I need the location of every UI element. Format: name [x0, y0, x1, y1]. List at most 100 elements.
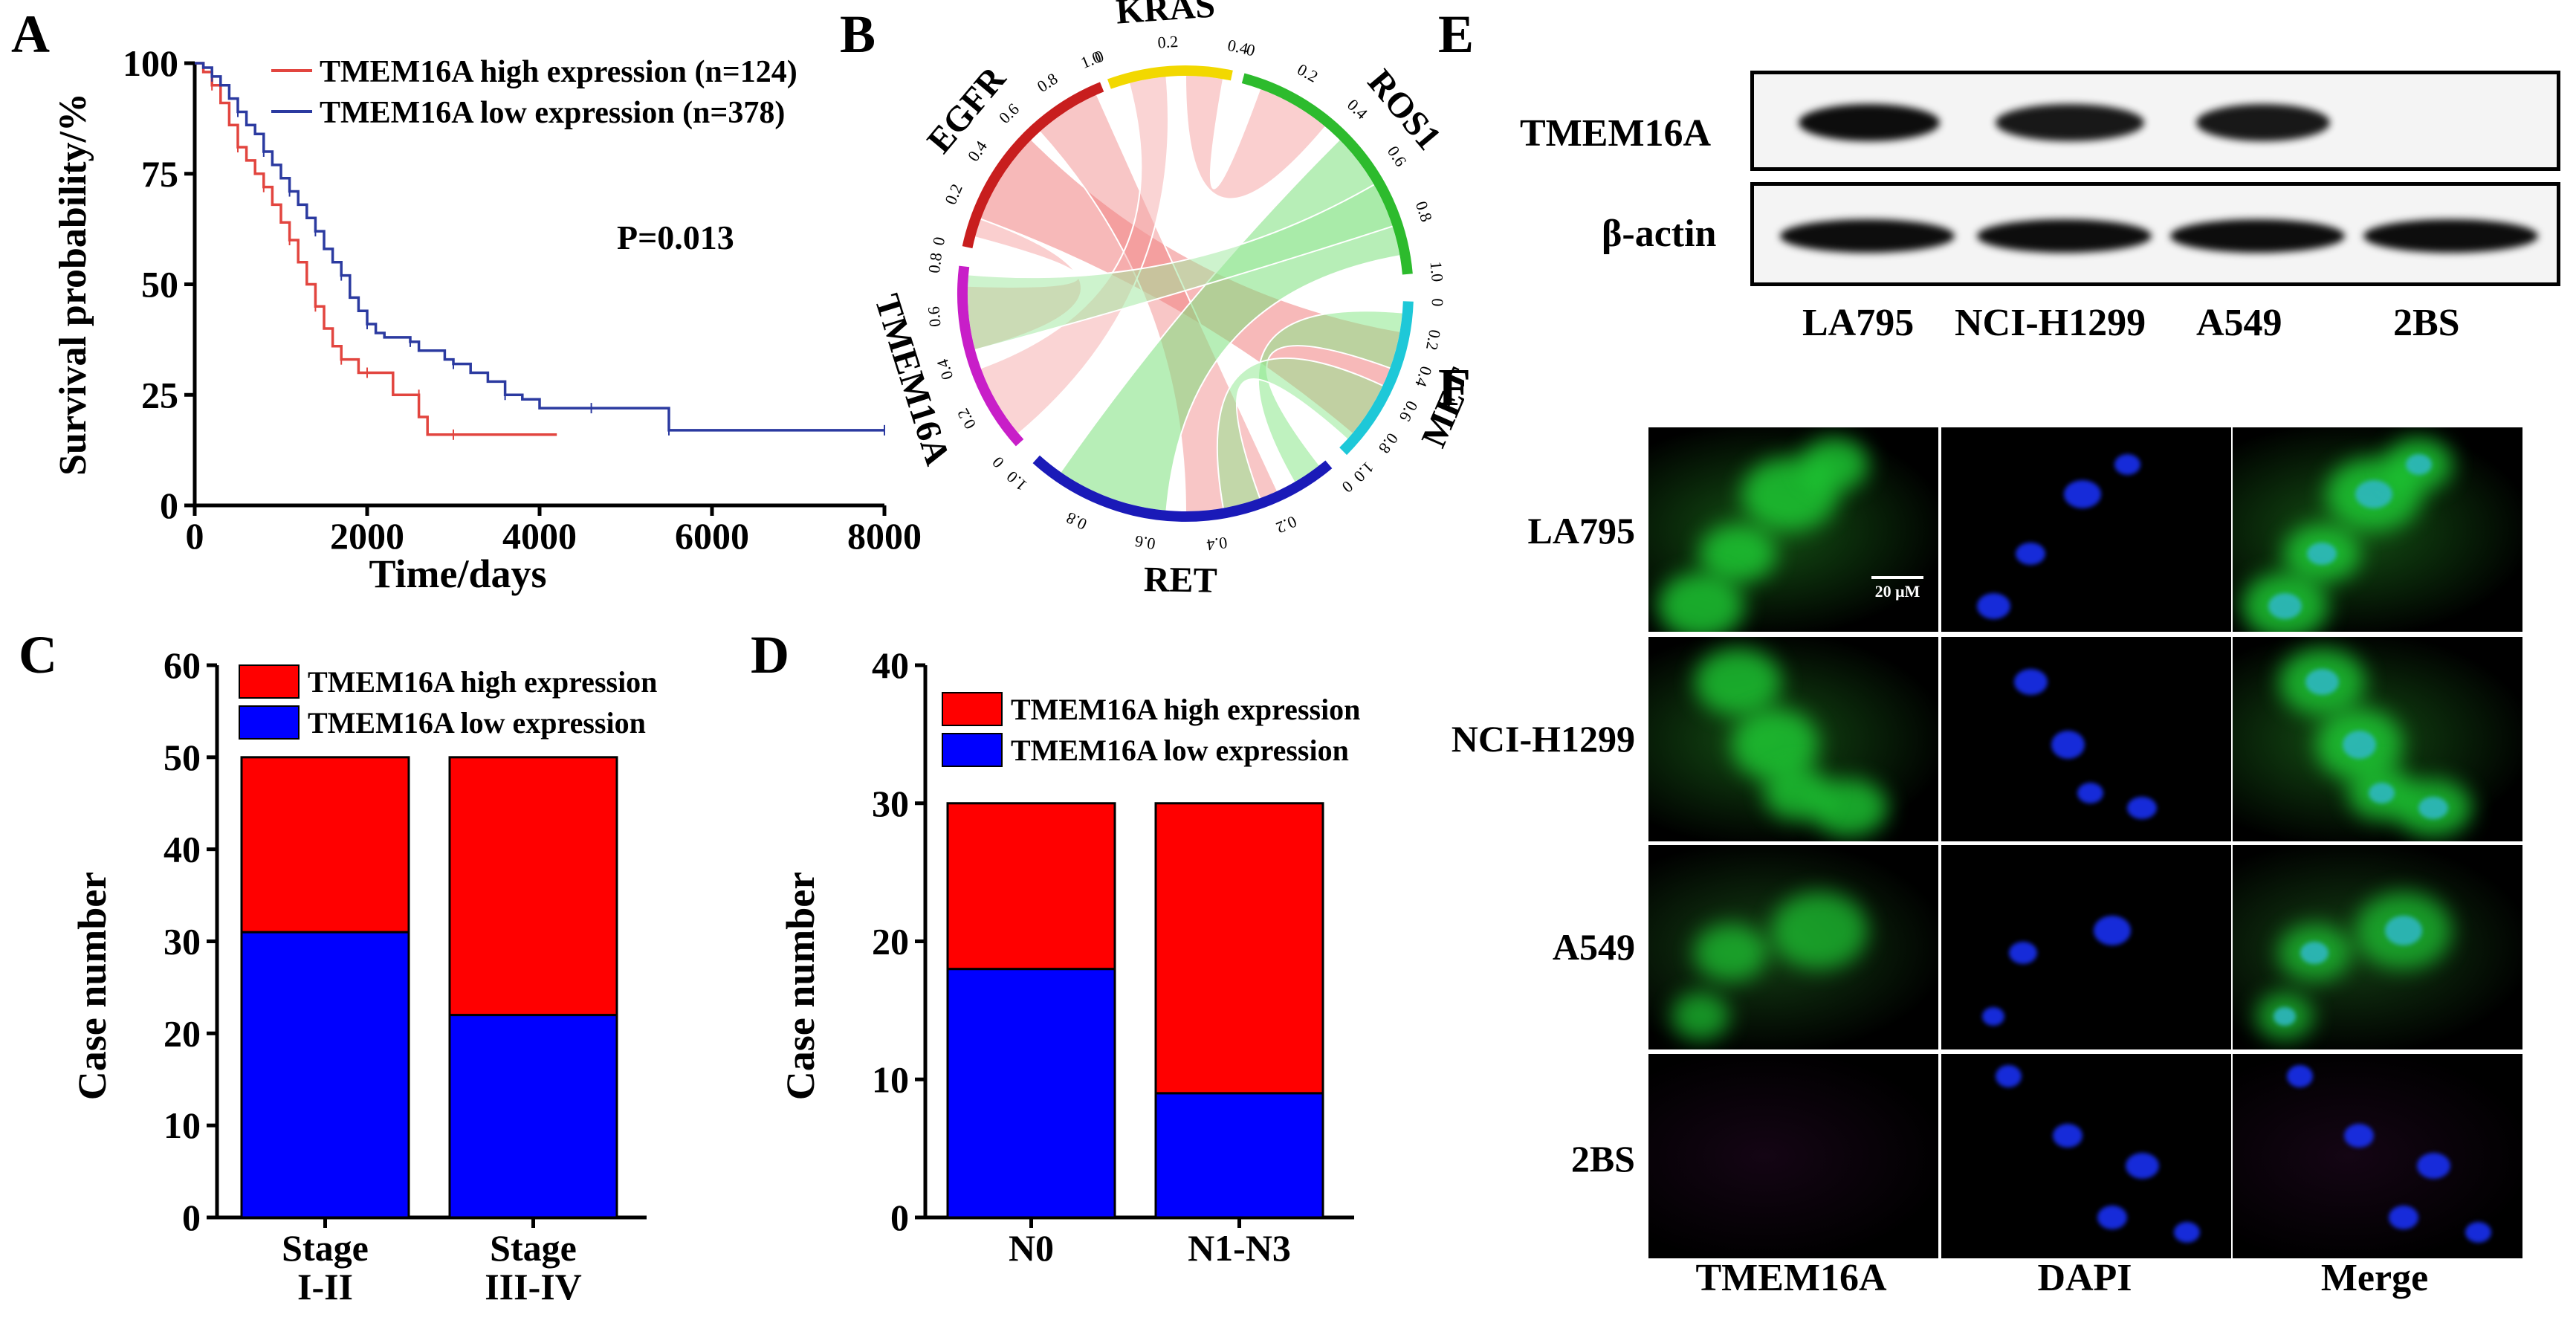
y-tick-label: 25 — [141, 374, 178, 415]
km-curve — [195, 62, 884, 432]
legend-label: TMEM16A high expression — [308, 665, 657, 699]
chord-segment-arc — [957, 265, 1024, 447]
stacked-bar-segment — [1154, 1092, 1324, 1219]
cell-body — [1694, 647, 1781, 716]
nucleus — [2465, 1222, 2491, 1243]
nucleus — [2418, 797, 2448, 819]
panel-letter-d: D — [751, 625, 789, 685]
panel-letter-b: B — [840, 4, 876, 64]
chord-tick-label: 1.0 — [1427, 261, 1447, 283]
scale-bar-line — [1871, 576, 1923, 579]
chord-tick-label: 0.4 — [933, 357, 957, 382]
nucleus — [2051, 731, 2085, 759]
cell-body — [1657, 572, 1744, 632]
if-image — [2233, 637, 2522, 841]
y-tick-label: 75 — [141, 153, 178, 195]
cell-body — [1763, 766, 1831, 821]
wb-band — [2196, 104, 2330, 141]
y-tick-label: 20 — [872, 921, 909, 963]
if-row-label: LA795 — [1527, 510, 1635, 551]
panel-letter-c: C — [19, 625, 57, 685]
cell-body — [1800, 437, 1868, 492]
chord-tick-label: 0.8 — [1375, 430, 1402, 457]
nucleus — [2274, 1006, 2296, 1026]
x-tick-label: N0 — [1009, 1227, 1054, 1269]
if-image — [1648, 1054, 1938, 1258]
chord-segment-arc — [1339, 301, 1414, 456]
y-tick-label: 10 — [164, 1104, 201, 1146]
if-image — [2233, 845, 2522, 1049]
chord-tick-label: 0.4 — [1411, 364, 1436, 389]
panel-letter-a: A — [11, 4, 50, 64]
stacked-bar-segment — [946, 968, 1116, 1219]
chord-tick-label: 1.0 — [1003, 468, 1030, 495]
chord-tick-label: 0.8 — [1064, 508, 1090, 534]
if-column-label: Merge — [2320, 1257, 2429, 1299]
wb-row-label-tmem16a: TMEM16A — [1520, 112, 1712, 155]
wb-band — [2170, 219, 2345, 253]
y-tick-label: 50 — [164, 737, 201, 778]
y-tick-label: 50 — [141, 264, 178, 305]
nucleus — [2307, 543, 2337, 565]
y-tick-label: 40 — [164, 829, 201, 870]
chord-segment-arc — [1032, 455, 1333, 522]
nucleus — [2300, 942, 2329, 964]
wb-band — [2363, 219, 2538, 253]
nucleus — [2416, 1152, 2450, 1179]
if-row-label: 2BS — [1570, 1138, 1635, 1180]
chord-tick-label: 0 — [1428, 298, 1447, 307]
nucleus — [2016, 543, 2045, 565]
panel-letter-e: E — [1438, 4, 1475, 64]
y-tick-label: 0 — [182, 1197, 201, 1238]
wb-band — [1780, 219, 1955, 253]
x-tick-label: 0 — [186, 515, 204, 557]
if-image — [1648, 637, 1938, 841]
wb-lane-label: 2BS — [2393, 302, 2460, 344]
chord-ribbon — [966, 183, 1394, 352]
x-tick-label: III-IV — [485, 1266, 582, 1307]
nucleus — [2114, 454, 2140, 475]
if-row-label: NCI-H1299 — [1451, 718, 1635, 760]
nucleus — [2094, 916, 2131, 945]
if-image: 20 μM — [1648, 427, 1938, 632]
y-tick-label: 0 — [890, 1197, 909, 1238]
if-image — [1941, 1054, 2231, 1258]
nucleus — [2385, 916, 2422, 945]
if-column-label: TMEM16A — [1695, 1257, 1887, 1299]
chord-segment-arc — [1241, 73, 1413, 275]
chord-tick-label: 0.6 — [1384, 143, 1411, 170]
nucleus — [1976, 592, 2010, 619]
chord-tick-label: 0.2 — [1423, 329, 1445, 352]
chord-segment-arc — [962, 82, 1104, 249]
x-tick-label: I-II — [297, 1266, 353, 1307]
if-image — [1941, 845, 2231, 1049]
nucleus — [2344, 1124, 2374, 1148]
nucleus — [2097, 1206, 2127, 1229]
x-tick-label: N1-N3 — [1188, 1227, 1291, 1269]
chord-tick-label: 0.8 — [925, 251, 945, 274]
km-curve — [195, 62, 557, 436]
chord-segment-label: KRAS — [1115, 0, 1217, 32]
stacked-bar-segment — [240, 931, 410, 1219]
y-axis-label: Survival probability/% — [52, 93, 94, 476]
wb-row-beta-actin — [1750, 182, 2560, 286]
chord-segment-label: RET — [1143, 560, 1217, 601]
nucleus — [2053, 1124, 2083, 1148]
chord-tick-label: 0.6 — [1133, 532, 1156, 554]
chord-tick-label: 0.6 — [995, 100, 1023, 127]
x-axis-label: Time/days — [369, 551, 546, 596]
y-tick-label: 10 — [872, 1058, 909, 1100]
x-tick-label: 6000 — [675, 515, 749, 557]
nucleus — [2405, 454, 2432, 475]
wb-lane-label: A549 — [2196, 302, 2282, 344]
chord-tick-label: 0.2 — [1295, 59, 1321, 85]
wb-lane-label: LA795 — [1802, 302, 1915, 344]
cell-body — [1693, 924, 1767, 982]
if-image — [1941, 637, 2231, 841]
nucleus — [2127, 797, 2157, 819]
cell-body — [1672, 992, 1729, 1041]
y-tick-label: 100 — [123, 42, 178, 84]
legend-label: TMEM16A low expression (n=378) — [320, 96, 785, 130]
stacked-bar-segment — [1154, 802, 1324, 1095]
nucleus — [2389, 1206, 2418, 1229]
